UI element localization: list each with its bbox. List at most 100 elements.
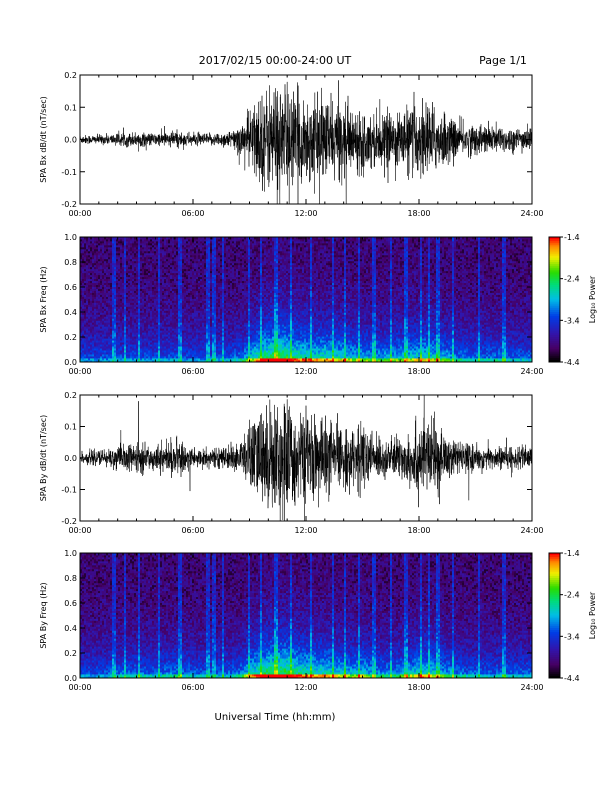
spectrogram-cell xyxy=(88,342,91,345)
spectrogram-cell xyxy=(136,334,139,337)
spectrogram-cell xyxy=(106,318,109,321)
spectrogram-cell xyxy=(134,322,137,325)
spectrogram-cell xyxy=(136,340,139,343)
spectrogram-cell xyxy=(112,296,115,299)
spectrogram-cell xyxy=(114,264,117,268)
spectrogram-cell xyxy=(86,252,89,256)
spectrogram-cell xyxy=(136,272,139,276)
spectrogram-cell xyxy=(102,262,105,266)
spectrogram-cell xyxy=(94,310,97,313)
spectrogram-cell xyxy=(140,360,143,363)
spectrogram-cell xyxy=(80,280,83,284)
spectrogram-cell xyxy=(114,290,117,293)
spectrogram-cell xyxy=(142,330,145,333)
spectrogram-cell xyxy=(134,360,137,363)
spectrogram-cell xyxy=(156,310,159,313)
spectrogram-cell xyxy=(112,242,115,246)
spectrogram-cell xyxy=(116,310,119,313)
spectrogram-cell xyxy=(110,298,113,301)
spectrogram-cell xyxy=(116,254,119,258)
spectrogram-cell xyxy=(112,298,115,301)
spectrogram-cell xyxy=(104,298,107,301)
spectrogram-cell xyxy=(114,352,117,355)
spectrogram-cell xyxy=(86,282,89,286)
spectrogram-cell xyxy=(82,320,85,323)
y-tick-label: 0.1 xyxy=(64,103,77,112)
spectrogram-cell xyxy=(112,360,115,363)
spectrogram-cell xyxy=(128,240,131,244)
spectrogram-cell xyxy=(86,264,89,268)
spectrogram-cell xyxy=(100,254,103,258)
spectrogram-cell xyxy=(146,294,149,297)
spectrogram-cell xyxy=(158,334,161,337)
spectrogram-cell xyxy=(108,326,111,329)
spectrogram-cell xyxy=(120,308,123,311)
spectrogram-cell xyxy=(84,242,87,246)
spectrogram-cell xyxy=(88,346,91,349)
spectrogram-cell xyxy=(134,346,137,349)
spectrogram-cell xyxy=(128,346,131,349)
spectrogram-cell xyxy=(88,324,91,327)
spectrogram-cell xyxy=(114,254,117,258)
spectrogram-cell xyxy=(102,346,105,349)
spectrogram-cell xyxy=(92,350,95,353)
spectrogram-cell xyxy=(136,288,139,291)
spectrogram-cell xyxy=(120,270,123,274)
spectrogram-cell xyxy=(146,330,149,333)
spectrogram-cell xyxy=(88,338,91,341)
spectrogram-cell xyxy=(118,278,121,282)
spectrogram-cell xyxy=(156,280,159,284)
spectrogram-cell xyxy=(120,314,123,317)
spectrogram-cell xyxy=(124,316,127,319)
spectrogram-cell xyxy=(156,354,159,357)
spectrogram-cell xyxy=(156,324,159,327)
spectrogram-cell xyxy=(118,296,121,299)
spectrogram-cell xyxy=(156,270,159,274)
spectrogram-cell xyxy=(122,316,125,319)
spectrogram-cell xyxy=(84,268,87,272)
spectrogram-cell xyxy=(116,322,119,325)
spectrogram-cell xyxy=(138,320,141,323)
spectrogram-cell xyxy=(132,328,135,331)
spectrogram-cell xyxy=(158,332,161,335)
spectrogram-cell xyxy=(140,274,143,278)
spectrogram-cell xyxy=(86,238,89,242)
spectrogram-cell xyxy=(104,242,107,246)
spectrogram-cell xyxy=(108,334,111,337)
spectrogram-cell xyxy=(88,316,91,319)
spectrogram-cell xyxy=(150,238,153,242)
spectrogram-cell xyxy=(80,250,83,254)
spectrogram-cell xyxy=(92,308,95,311)
spectrogram-cell xyxy=(152,320,155,323)
spectrogram-cell xyxy=(104,290,107,293)
spectrogram-cell xyxy=(154,280,157,284)
spectrogram-cell xyxy=(100,352,103,355)
spectrogram-cell xyxy=(104,260,107,264)
spectrogram-cell xyxy=(146,248,149,252)
spectrogram-cell xyxy=(128,238,131,242)
spectrogram-cell xyxy=(94,274,97,278)
spectrogram-cell xyxy=(134,290,137,293)
spectrogram-cell xyxy=(140,334,143,337)
spectrogram-cell xyxy=(124,290,127,293)
spectrogram-cell xyxy=(108,302,111,305)
spectrogram-cell xyxy=(84,326,87,329)
spectrogram-cell xyxy=(156,268,159,272)
spectrogram-cell xyxy=(80,256,83,260)
spectrogram-cell xyxy=(124,282,127,286)
spectrogram-cell xyxy=(106,250,109,254)
spectrogram-cell xyxy=(118,246,121,250)
spectrogram-cell xyxy=(110,282,113,286)
spectrogram-cell xyxy=(104,344,107,347)
spectrogram-cell xyxy=(108,360,111,363)
spectrogram-cell xyxy=(118,326,121,329)
spectrogram-cell xyxy=(90,288,93,291)
spectrogram-cell xyxy=(150,314,153,317)
spectrogram-cell xyxy=(112,318,115,321)
spectrogram-cell xyxy=(136,318,139,321)
spectrogram-cell xyxy=(156,237,159,240)
spectrogram-cell xyxy=(102,250,105,254)
spectrogram-cell xyxy=(156,342,159,345)
spectrogram-cell xyxy=(146,278,149,282)
spectrogram-cell xyxy=(124,270,127,274)
